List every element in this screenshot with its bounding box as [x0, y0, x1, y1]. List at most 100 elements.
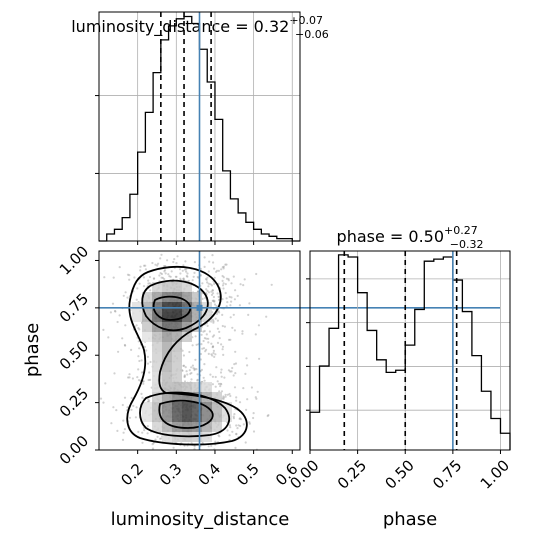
scatter-point: [211, 299, 214, 302]
scatter-point: [242, 284, 245, 287]
density-cell: [142, 412, 152, 422]
scatter-point: [123, 396, 127, 399]
density-cell: [152, 382, 162, 392]
scatter-point: [214, 440, 217, 443]
scatter-point: [231, 366, 234, 370]
scatter-point: [209, 283, 212, 286]
scatter-point: [194, 335, 197, 338]
scatter-point: [234, 289, 237, 292]
scatter-point: [232, 374, 235, 377]
scatter-point: [203, 337, 206, 340]
scatter-point: [185, 268, 188, 271]
scatter-point: [128, 373, 131, 376]
scatter-point: [234, 362, 238, 365]
scatter-point: [190, 366, 193, 369]
scatter-point: [211, 383, 214, 386]
scatter-point: [215, 366, 218, 369]
axes-frame: [309, 250, 511, 451]
density-cell: [162, 392, 172, 402]
scatter-point: [127, 376, 130, 379]
scatter-point: [124, 324, 127, 327]
scatter-point: [258, 357, 261, 360]
scatter-point: [214, 317, 217, 320]
title-main: luminosity_distance = 0.32: [71, 17, 289, 37]
scatter-point: [176, 255, 179, 258]
scatter-point: [190, 371, 193, 375]
scatter-point: [205, 337, 208, 340]
scatter-point: [182, 264, 185, 267]
title-sub: −0.32: [450, 238, 484, 251]
scatter-point: [193, 271, 196, 274]
scatter-point: [221, 279, 224, 282]
scatter-point: [222, 287, 225, 290]
scatter-point: [230, 296, 233, 299]
scatter-point: [135, 406, 138, 409]
scatter-point: [188, 369, 191, 372]
scatter-point: [236, 427, 239, 430]
contour-inner-upper: [152, 295, 192, 321]
scatter-point: [222, 276, 225, 279]
scatter-point: [151, 443, 154, 446]
scatter-point: [183, 375, 186, 379]
density-cell: [192, 322, 202, 332]
scatter-point: [217, 295, 220, 298]
scatter-point: [221, 274, 224, 278]
scatter-point: [228, 434, 231, 437]
scatter-point: [164, 272, 167, 275]
scatter-point: [202, 347, 206, 350]
scatter-point: [205, 278, 208, 281]
scatter-point: [224, 291, 227, 295]
scatter-point: [213, 299, 216, 302]
scatter-point: [221, 345, 225, 348]
scatter-point: [233, 329, 236, 332]
scatter-point: [140, 359, 143, 362]
density-cell: [162, 342, 172, 352]
y-axis-label: phase: [22, 323, 43, 377]
density-cell: [142, 402, 152, 412]
scatter-point: [229, 394, 232, 398]
scatter-point: [216, 327, 219, 330]
scatter-point: [139, 265, 142, 268]
scatter-point: [184, 260, 187, 263]
scatter-point: [154, 438, 157, 441]
scatter-point: [270, 283, 273, 286]
density-cell: [182, 422, 192, 432]
scatter-point: [191, 279, 194, 282]
scatter-point: [220, 368, 223, 371]
title-sub: −0.06: [295, 28, 329, 41]
scatter-point: [189, 372, 192, 375]
density-cell: [152, 302, 162, 312]
scatter-point: [191, 344, 194, 347]
scatter-point: [116, 429, 119, 432]
scatter-point: [117, 350, 120, 353]
x-tick-label: 0.25: [334, 456, 370, 492]
scatter-point: [235, 424, 238, 427]
scatter-point: [217, 434, 220, 437]
density-cell: [182, 282, 192, 292]
scatter-point: [109, 311, 112, 314]
density-cell: [162, 362, 172, 372]
scatter-point: [210, 342, 213, 345]
scatter-point: [112, 276, 115, 279]
scatter-point: [126, 296, 129, 299]
density-cell: [202, 382, 212, 392]
scatter-point: [126, 273, 130, 276]
scatter-point: [193, 368, 196, 372]
x-tick-label: 0.5: [233, 460, 263, 490]
scatter-point: [247, 313, 250, 316]
scatter-point: [212, 334, 216, 337]
contour-mid-lower: [139, 391, 230, 438]
density-cell: [172, 402, 182, 412]
phase-vs-luminosity-distance-panel: 0.2 0.3 0.4 0.5 0.6 0.000.250.500.751.00 lum…: [22, 242, 500, 530]
scatter-point: [201, 282, 204, 285]
scatter-point: [244, 441, 247, 444]
scatter-point: [245, 357, 248, 360]
scatter-point: [225, 305, 228, 308]
scatter-point: [182, 364, 185, 367]
scatter-point: [142, 382, 145, 385]
scatter-point: [210, 444, 213, 447]
density-cell: [152, 292, 162, 302]
scatter-point: [224, 263, 227, 266]
contour-mid-upper: [141, 279, 209, 332]
density-cell: [152, 422, 162, 432]
